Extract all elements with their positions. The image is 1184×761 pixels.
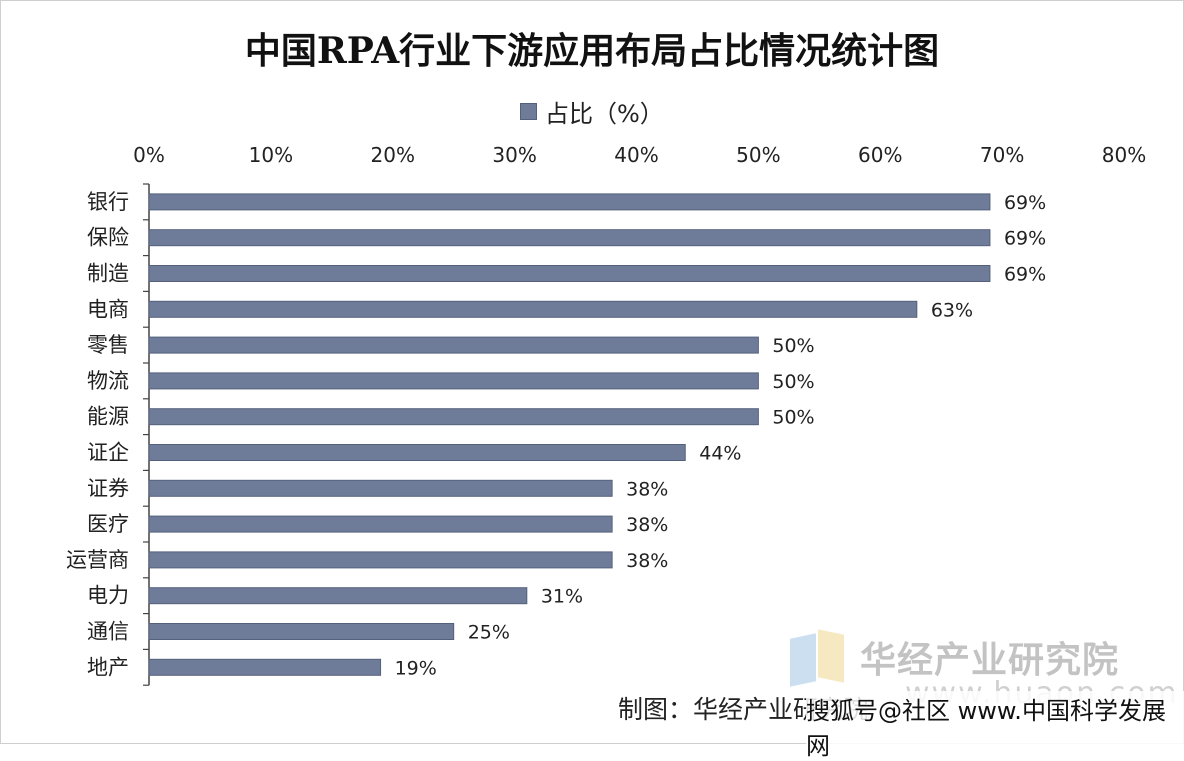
overlay-watermark-text: 搜狐号@社区 www.中国科学发展网 <box>806 691 1184 761</box>
legend-swatch <box>520 102 537 120</box>
bar <box>148 408 759 426</box>
x-tick-label: 0% <box>133 143 165 167</box>
bar <box>148 193 991 211</box>
bar <box>148 444 686 461</box>
watermark-logo-icon <box>790 628 848 687</box>
category-label: 证企 <box>87 441 129 465</box>
x-tick-label: 20% <box>371 143 415 167</box>
bar <box>148 265 991 282</box>
bar <box>148 336 759 354</box>
x-tick-label: 80% <box>1102 143 1146 167</box>
category-label: 地产 <box>87 655 129 679</box>
data-label: 38% <box>626 514 668 536</box>
category-label: 银行 <box>87 190 129 214</box>
x-tick-label: 70% <box>980 143 1024 167</box>
watermark: 华经产业研究院 <box>790 628 1120 687</box>
category-label: 物流 <box>87 369 129 393</box>
data-label: 31% <box>541 586 583 608</box>
data-label: 63% <box>931 299 973 321</box>
x-tick-label: 30% <box>492 143 536 167</box>
data-label: 50% <box>772 335 814 357</box>
category-label: 医疗 <box>87 512 129 536</box>
category-label: 通信 <box>87 620 129 644</box>
data-label: 38% <box>626 550 668 572</box>
bar <box>148 515 613 533</box>
bar <box>148 623 455 640</box>
data-label: 69% <box>1004 264 1046 286</box>
data-label: 69% <box>1004 192 1046 214</box>
category-label: 运营商 <box>66 548 129 572</box>
chart-legend: 占比（%） <box>520 96 664 128</box>
legend-label: 占比（%） <box>545 99 664 128</box>
category-label: 制造 <box>87 262 129 286</box>
data-label: 50% <box>772 371 814 393</box>
watermark-name: 华经产业研究院 <box>860 640 1120 681</box>
data-label: 44% <box>699 443 741 465</box>
bar <box>148 587 528 605</box>
chart-title: 中国RPA行业下游应用布局占比情况统计图 <box>244 30 940 72</box>
category-label: 零售 <box>87 333 129 357</box>
category-label: 保险 <box>87 226 129 250</box>
category-label: 能源 <box>87 405 129 429</box>
x-tick-label: 10% <box>249 143 293 167</box>
bar <box>148 300 918 318</box>
x-tick-label: 60% <box>858 143 902 167</box>
data-label: 25% <box>468 622 510 644</box>
bar <box>148 479 613 497</box>
bar <box>148 551 613 569</box>
category-label: 证券 <box>87 476 129 500</box>
bar <box>148 229 991 247</box>
category-label: 电力 <box>87 584 129 608</box>
chart-plot: 0% 10% 20% 30% 40% 50% 60% 70% 80% 银行 69% 保险 69% 制造 69… <box>66 143 1146 686</box>
bar <box>148 658 382 676</box>
x-tick-label: 40% <box>614 143 658 167</box>
data-label: 69% <box>1004 228 1046 250</box>
bar <box>148 372 759 390</box>
data-label: 38% <box>626 478 668 500</box>
x-tick-label: 50% <box>736 143 780 167</box>
data-label: 50% <box>772 407 814 429</box>
category-label: 电商 <box>87 297 129 321</box>
data-label: 19% <box>395 657 437 679</box>
